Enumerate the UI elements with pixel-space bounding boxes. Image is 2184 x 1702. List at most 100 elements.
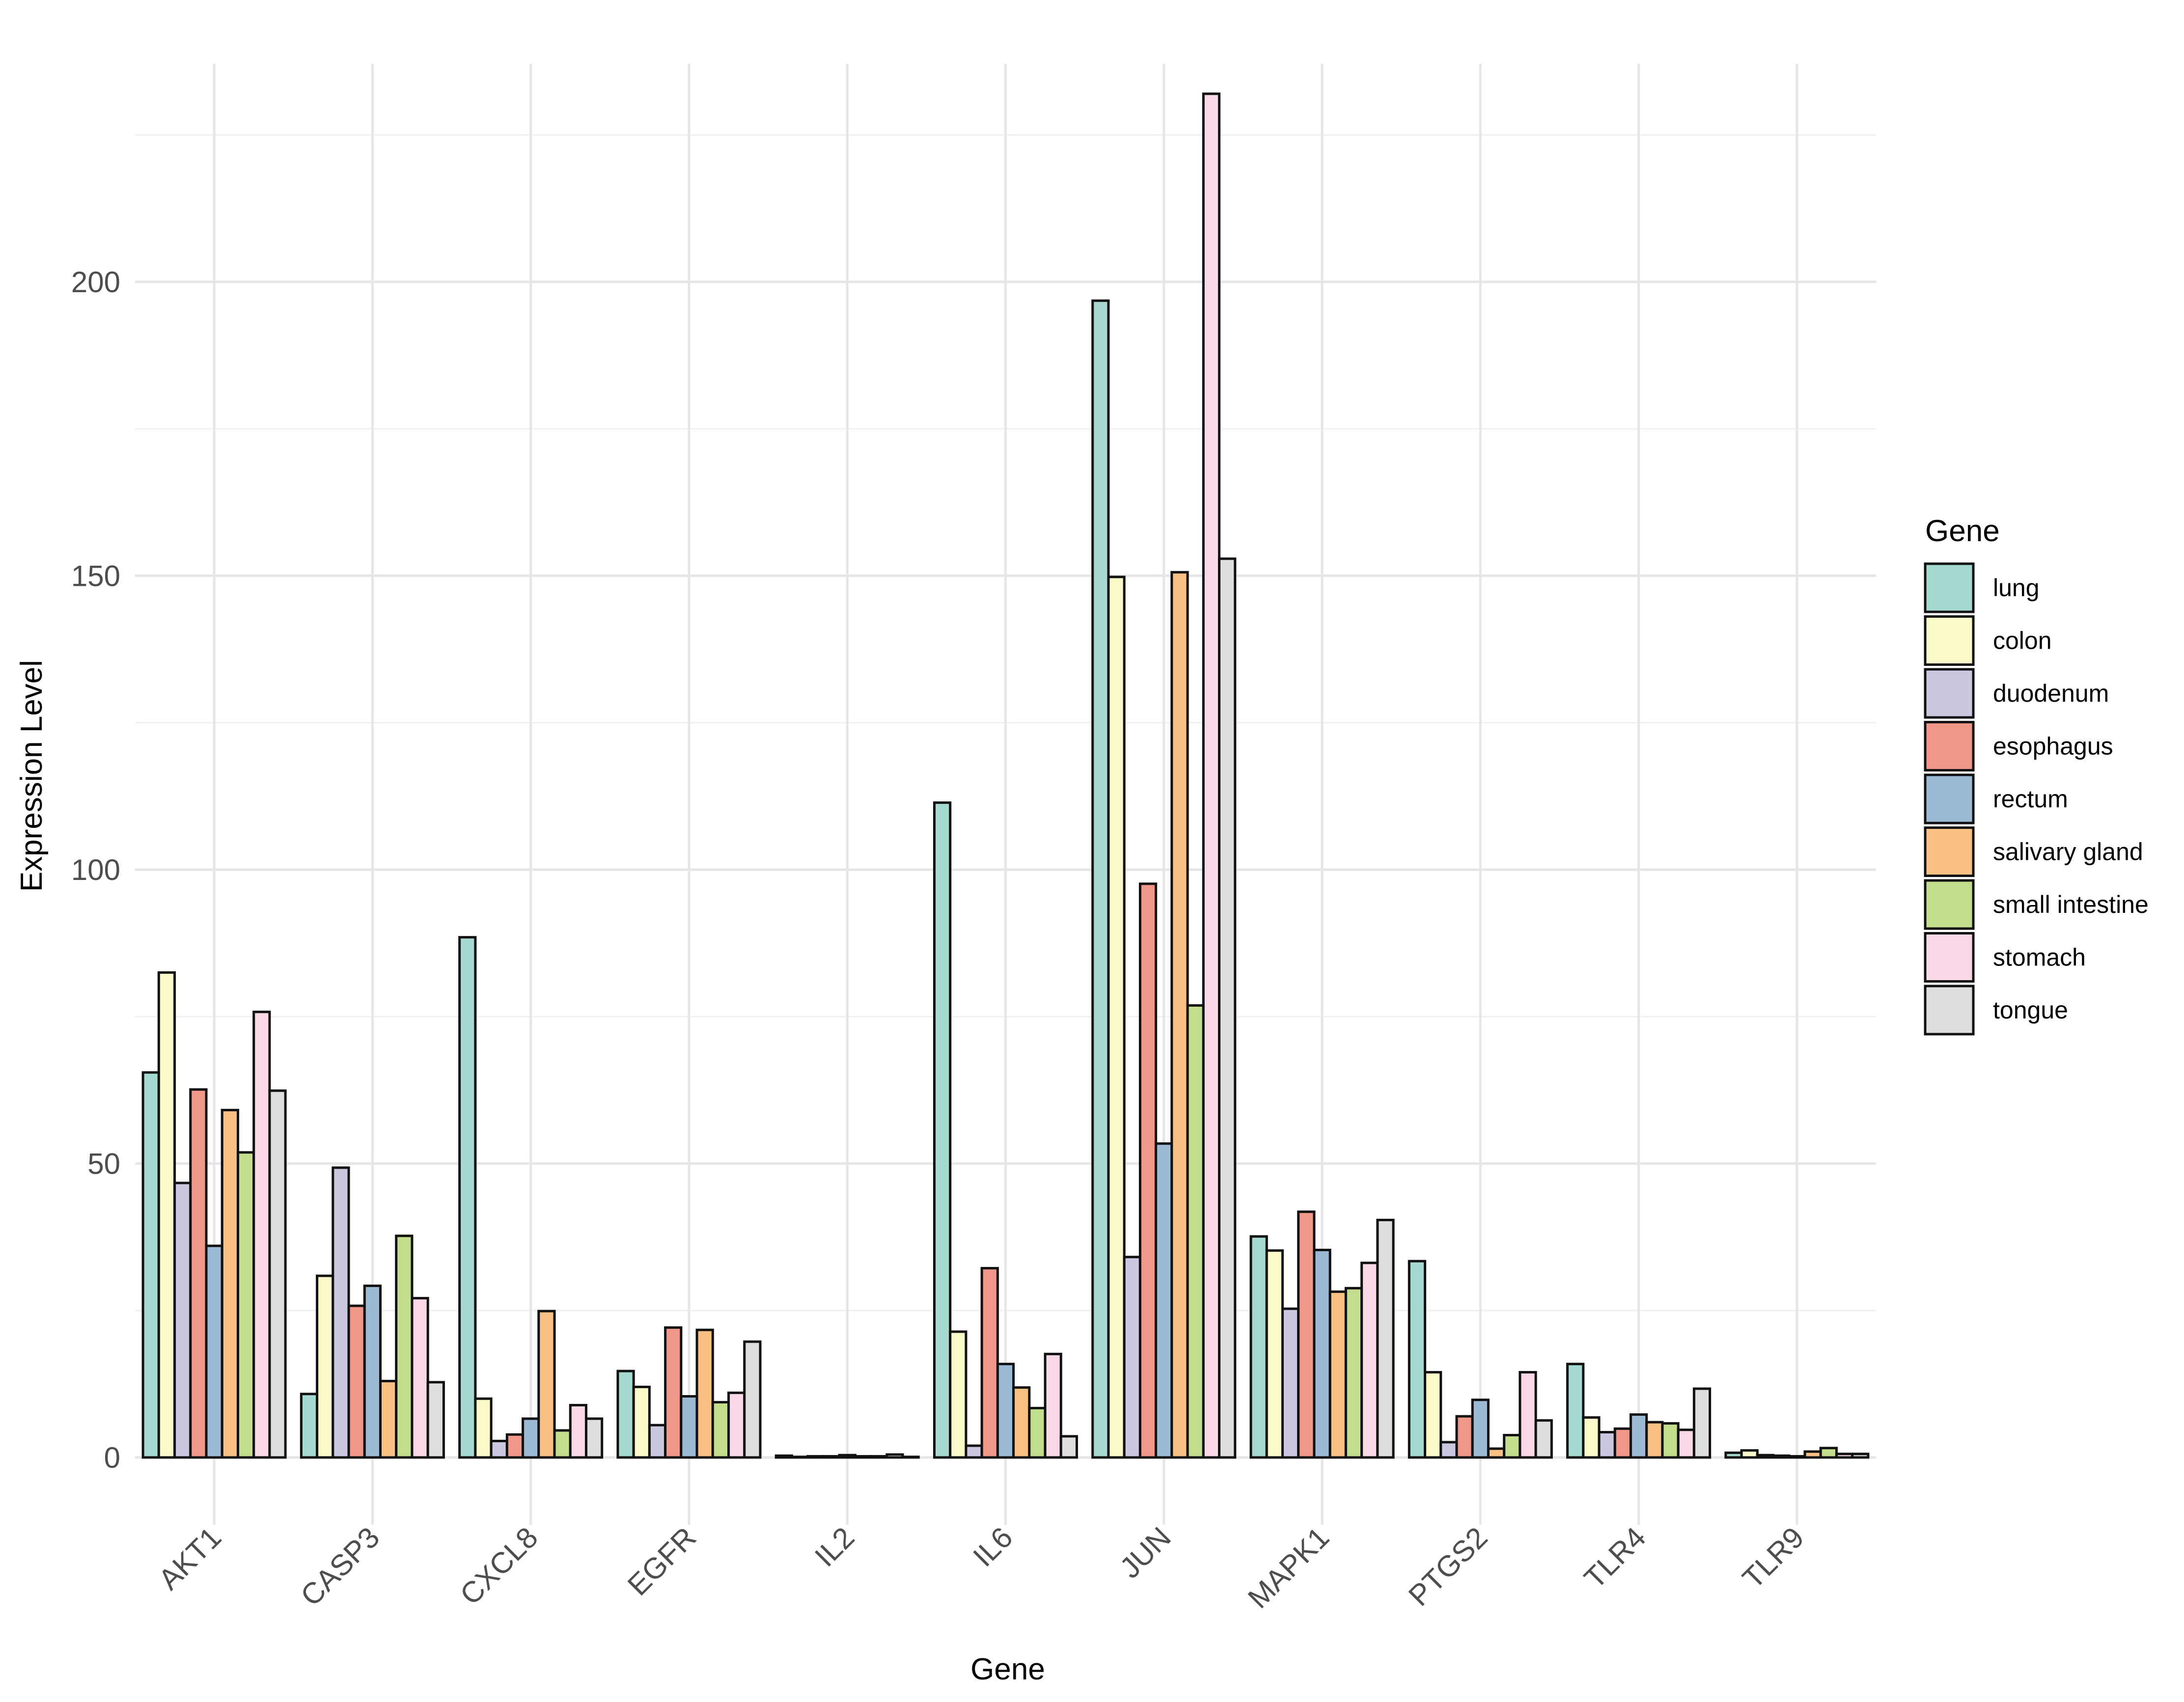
bar-egfr-salivary-gland [695,1328,714,1459]
bar-jun-small-intestine [1186,1004,1205,1459]
bar-il2-duodenum [806,1455,825,1459]
bar-egfr-lung [616,1370,635,1459]
bar-akt1-duodenum [173,1181,192,1459]
bar-casp3-esophagus [347,1304,366,1459]
bar-il2-lung [774,1454,793,1459]
bar-ptgs2-stomach [1519,1371,1537,1459]
bar-tlr4-lung [1566,1363,1585,1459]
y-tick-label: 50 [87,1148,120,1180]
bar-tlr9-esophagus [1772,1454,1791,1459]
bar-cxcl8-lung [458,936,477,1459]
bar-tlr9-colon [1740,1449,1759,1459]
x-tick-label: PTGS2 [1402,1521,1493,1612]
legend-key-lung [1924,562,1975,613]
bar-akt1-stomach [252,1011,271,1459]
x-tick-label: AKT1 [152,1521,227,1596]
bar-casp3-rectum [363,1284,382,1459]
bar-il2-esophagus [822,1455,841,1459]
legend-title: Gene [1925,514,2000,548]
bar-ptgs2-rectum [1471,1399,1490,1459]
legend-key-stomach [1924,932,1975,983]
bar-tlr4-colon [1582,1416,1601,1459]
bar-mapk1-rectum [1313,1248,1331,1459]
bar-il6-esophagus [980,1267,999,1459]
bar-cxcl8-esophagus [505,1433,525,1459]
bar-il6-tongue [1059,1435,1078,1459]
legend-key-salivary-gland [1924,826,1975,877]
legend-key-esophagus [1924,721,1975,771]
bar-jun-salivary-gland [1170,571,1189,1459]
legend-key-tongue [1924,985,1975,1036]
bar-tlr9-stomach [1835,1453,1854,1459]
bar-il6-rectum [996,1363,1015,1459]
bar-egfr-tongue [743,1340,762,1459]
bar-egfr-duodenum [648,1424,667,1459]
bar-akt1-salivary-gland [221,1109,239,1459]
legend-label: lung [1993,574,2040,602]
bar-akt1-lung [141,1071,160,1459]
bar-il6-lung [933,801,952,1459]
bar-akt1-colon [157,971,176,1459]
legend-label: esophagus [1993,733,2113,760]
bar-tlr4-salivary-gland [1645,1421,1664,1459]
bar-casp3-salivary-gland [379,1379,398,1459]
legend: Gene lung colon duodenum esophagus rectum sal… [1924,514,2149,1036]
bar-cxcl8-colon [474,1397,493,1459]
bar-mapk1-lung [1249,1235,1268,1459]
legend-key-rectum [1924,773,1975,824]
legend-label: salivary gland [1993,838,2143,866]
x-tick-label: TLR9 [1736,1521,1810,1595]
x-tick-label: IL6 [967,1521,1019,1573]
bar-egfr-esophagus [664,1326,683,1459]
legend-key-colon [1924,615,1975,666]
bar-cxcl8-duodenum [490,1439,508,1459]
bar-il6-colon [949,1330,968,1459]
bar-akt1-tongue [268,1089,287,1459]
bar-ptgs2-esophagus [1455,1415,1474,1459]
legend-label: tongue [1993,996,2068,1024]
bars [141,92,1870,1459]
legend-key-duodenum [1924,668,1975,719]
y-axis-title: Expression Level [15,660,49,892]
bar-il6-duodenum [965,1444,983,1459]
bar-mapk1-tongue [1376,1218,1395,1459]
bar-tlr4-rectum [1629,1413,1648,1459]
legend-items: lung colon duodenum esophagus rectum salivary… [1924,562,2149,1036]
bar-egfr-colon [632,1385,651,1459]
bar-jun-duodenum [1123,1256,1141,1459]
bar-jun-stomach [1202,92,1221,1459]
bar-tlr9-lung [1724,1451,1743,1459]
bar-egfr-small-intestine [711,1400,730,1459]
bar-cxcl8-rectum [522,1417,540,1459]
bar-cxcl8-salivary-gland [537,1310,556,1459]
bar-akt1-rectum [205,1244,223,1459]
x-tick-label: CXCL8 [454,1521,544,1611]
bar-il6-stomach [1044,1352,1062,1459]
x-tick-label: MAPK1 [1242,1521,1335,1615]
bar-cxcl8-tongue [584,1417,604,1459]
legend-key-small-intestine [1924,879,1975,930]
bar-jun-rectum [1155,1142,1173,1459]
bar-tlr4-esophagus [1613,1427,1632,1459]
bar-egfr-stomach [727,1391,746,1459]
x-axis-title: Gene [970,1652,1045,1686]
bar-egfr-rectum [680,1395,698,1459]
bar-mapk1-salivary-gland [1328,1290,1347,1459]
bar-tlr9-salivary-gland [1803,1450,1822,1459]
bar-tlr9-tongue [1851,1453,1870,1459]
bar-mapk1-colon [1265,1249,1284,1459]
bar-tlr9-duodenum [1756,1454,1775,1459]
bar-tlr4-stomach [1677,1428,1695,1459]
bar-jun-colon [1107,576,1126,1459]
bar-cxcl8-small-intestine [553,1429,572,1459]
bar-casp3-small-intestine [395,1235,414,1459]
bar-ptgs2-lung [1408,1260,1427,1459]
x-tick-label: TLR4 [1578,1521,1652,1595]
bar-casp3-stomach [411,1297,429,1459]
legend-label: stomach [1993,944,2086,971]
bar-tlr9-small-intestine [1819,1447,1838,1459]
bar-il6-small-intestine [1028,1406,1047,1459]
legend-label: small intestine [1993,891,2149,918]
bar-ptgs2-colon [1424,1371,1442,1459]
